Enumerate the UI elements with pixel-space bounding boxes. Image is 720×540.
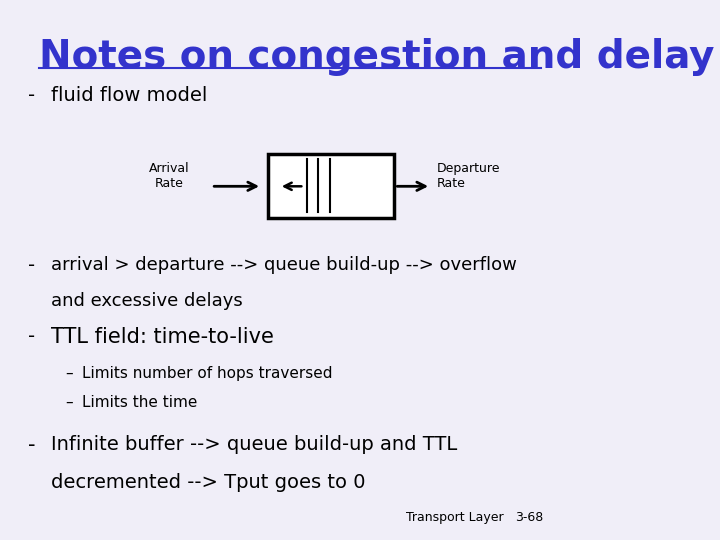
Text: -: -: [28, 86, 35, 105]
Text: -: -: [28, 327, 35, 346]
Text: -: -: [28, 435, 36, 455]
Text: 3-68: 3-68: [516, 511, 544, 524]
Text: fluid flow model: fluid flow model: [50, 86, 207, 105]
Text: and excessive delays: and excessive delays: [50, 292, 243, 309]
Bar: [268, 154, 395, 218]
Text: arrival > departure --> queue build-up --> overflow: arrival > departure --> queue build-up -…: [50, 256, 516, 274]
Text: Limits number of hops traversed: Limits number of hops traversed: [81, 366, 332, 381]
Text: Transport Layer: Transport Layer: [405, 511, 503, 524]
Text: –: –: [65, 366, 73, 381]
Text: Infinite buffer --> queue build-up and TTL: Infinite buffer --> queue build-up and T…: [50, 435, 457, 454]
Text: decremented --> Tput goes to 0: decremented --> Tput goes to 0: [50, 472, 365, 491]
Text: –: –: [65, 395, 73, 410]
Text: TTL field: time-to-live: TTL field: time-to-live: [50, 327, 274, 347]
Text: Departure
Rate: Departure Rate: [436, 162, 500, 190]
Text: Limits the time: Limits the time: [81, 395, 197, 410]
Text: Notes on congestion and delay: Notes on congestion and delay: [40, 38, 715, 76]
Text: Arrival
Rate: Arrival Rate: [149, 162, 189, 190]
Text: -: -: [28, 256, 35, 275]
